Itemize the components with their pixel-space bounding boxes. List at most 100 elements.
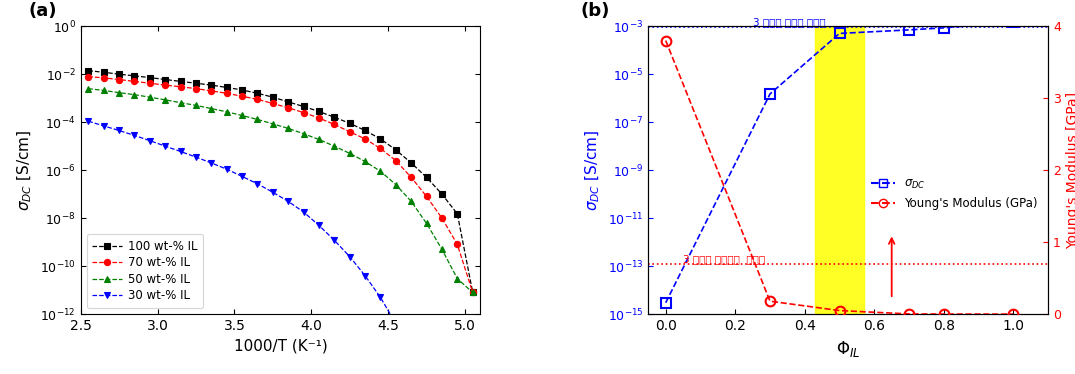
70 wt-% IL <box>205 89 218 93</box>
30 wt-% IL <box>235 174 248 179</box>
70 wt-% IL <box>159 83 172 88</box>
30 wt-% IL <box>420 367 433 372</box>
Text: 3 차년도 전도도 목표치: 3 차년도 전도도 목표치 <box>752 17 826 27</box>
30 wt-% IL <box>343 254 356 259</box>
70 wt-% IL <box>174 85 187 89</box>
50 wt-% IL <box>282 126 295 131</box>
30 wt-% IL <box>143 138 156 143</box>
100 wt-% IL <box>297 104 310 109</box>
70 wt-% IL <box>297 110 310 115</box>
70 wt-% IL <box>435 216 448 220</box>
30 wt-% IL <box>313 223 326 228</box>
50 wt-% IL <box>159 98 172 102</box>
30 wt-% IL <box>128 133 141 138</box>
100 wt-% IL <box>359 128 372 133</box>
100 wt-% IL <box>389 148 402 152</box>
70 wt-% IL <box>405 175 418 180</box>
Text: 3 차년도 탄성계수  목표치: 3 차년도 탄성계수 목표치 <box>683 254 765 264</box>
70 wt-% IL <box>250 97 263 101</box>
30 wt-% IL <box>220 167 233 171</box>
Legend: 100 wt-% IL, 70 wt-% IL, 50 wt-% IL, 30 wt-% IL: 100 wt-% IL, 70 wt-% IL, 50 wt-% IL, 30 … <box>86 234 203 308</box>
50 wt-% IL <box>343 151 356 156</box>
50 wt-% IL <box>97 88 110 93</box>
50 wt-% IL <box>313 137 326 142</box>
30 wt-% IL <box>282 199 295 203</box>
70 wt-% IL <box>328 122 341 127</box>
50 wt-% IL <box>189 103 202 108</box>
50 wt-% IL <box>389 183 402 187</box>
30 wt-% IL <box>267 190 280 194</box>
50 wt-% IL <box>174 101 187 105</box>
50 wt-% IL <box>128 92 141 97</box>
70 wt-% IL <box>267 101 280 106</box>
100 wt-% IL <box>143 75 156 80</box>
70 wt-% IL <box>450 242 463 247</box>
Legend: $\sigma_{DC}$, Young's Modulus (GPa): $\sigma_{DC}$, Young's Modulus (GPa) <box>866 172 1043 214</box>
70 wt-% IL <box>220 91 233 95</box>
70 wt-% IL <box>97 76 110 80</box>
100 wt-% IL <box>343 121 356 126</box>
Text: (b): (b) <box>580 2 610 21</box>
100 wt-% IL <box>267 95 280 99</box>
Line: 50 wt-% IL: 50 wt-% IL <box>85 86 476 295</box>
100 wt-% IL <box>313 109 326 114</box>
50 wt-% IL <box>359 159 372 164</box>
30 wt-% IL <box>113 128 126 133</box>
100 wt-% IL <box>282 99 295 104</box>
30 wt-% IL <box>374 295 387 300</box>
50 wt-% IL <box>143 95 156 99</box>
30 wt-% IL <box>250 181 263 186</box>
70 wt-% IL <box>374 146 387 151</box>
X-axis label: 1000/T (K⁻¹): 1000/T (K⁻¹) <box>233 338 328 353</box>
Y-axis label: Young's Modulus [GPa]: Young's Modulus [GPa] <box>1066 92 1075 249</box>
100 wt-% IL <box>420 175 433 180</box>
100 wt-% IL <box>435 192 448 196</box>
X-axis label: $\Phi_{IL}$: $\Phi_{IL}$ <box>836 338 860 359</box>
70 wt-% IL <box>343 129 356 134</box>
50 wt-% IL <box>113 91 126 95</box>
50 wt-% IL <box>235 113 248 118</box>
100 wt-% IL <box>128 74 141 78</box>
100 wt-% IL <box>405 161 418 165</box>
50 wt-% IL <box>297 132 310 136</box>
100 wt-% IL <box>205 83 218 88</box>
50 wt-% IL <box>220 110 233 114</box>
50 wt-% IL <box>250 117 263 122</box>
100 wt-% IL <box>235 88 248 92</box>
Line: 100 wt-% IL: 100 wt-% IL <box>85 68 476 295</box>
70 wt-% IL <box>189 86 202 91</box>
70 wt-% IL <box>82 74 95 79</box>
50 wt-% IL <box>420 221 433 226</box>
30 wt-% IL <box>205 161 218 165</box>
70 wt-% IL <box>389 158 402 163</box>
30 wt-% IL <box>82 119 95 123</box>
100 wt-% IL <box>82 68 95 73</box>
30 wt-% IL <box>189 155 202 159</box>
50 wt-% IL <box>205 106 218 111</box>
100 wt-% IL <box>189 81 202 86</box>
70 wt-% IL <box>359 137 372 141</box>
100 wt-% IL <box>113 72 126 76</box>
100 wt-% IL <box>328 115 341 120</box>
50 wt-% IL <box>467 290 479 295</box>
Bar <box>815 26 864 314</box>
50 wt-% IL <box>82 86 95 91</box>
100 wt-% IL <box>250 91 263 95</box>
30 wt-% IL <box>405 353 418 357</box>
30 wt-% IL <box>159 144 172 148</box>
70 wt-% IL <box>467 290 479 295</box>
30 wt-% IL <box>97 124 110 128</box>
Text: (a): (a) <box>29 2 57 21</box>
Line: 30 wt-% IL: 30 wt-% IL <box>85 118 445 374</box>
30 wt-% IL <box>328 238 341 242</box>
100 wt-% IL <box>467 290 479 295</box>
70 wt-% IL <box>313 116 326 120</box>
100 wt-% IL <box>97 70 110 74</box>
70 wt-% IL <box>113 77 126 82</box>
100 wt-% IL <box>374 137 387 141</box>
30 wt-% IL <box>389 322 402 326</box>
50 wt-% IL <box>328 144 341 148</box>
30 wt-% IL <box>174 149 187 154</box>
70 wt-% IL <box>128 79 141 84</box>
Y-axis label: $\sigma_{DC}$ [S/cm]: $\sigma_{DC}$ [S/cm] <box>16 129 34 211</box>
